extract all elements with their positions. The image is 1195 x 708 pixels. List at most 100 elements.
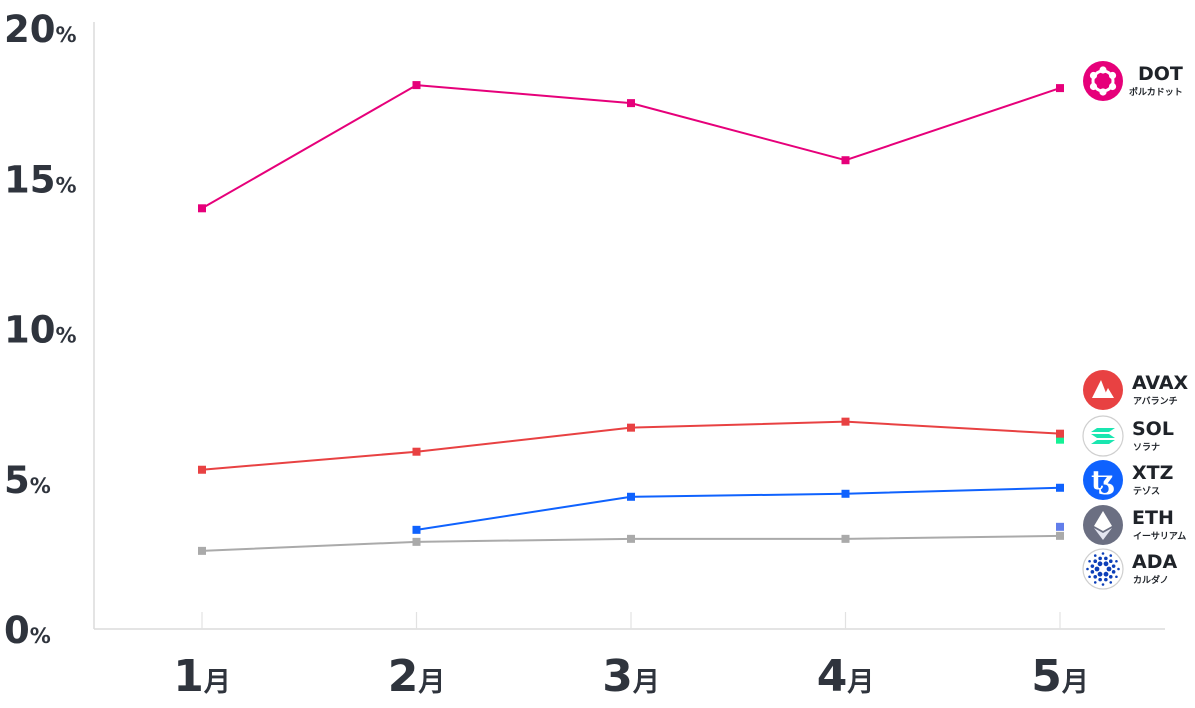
x-tick-unit: 月 (203, 667, 231, 698)
cardano-icon-dot (1097, 561, 1103, 567)
data-point-sol (1056, 435, 1064, 444)
x-tick-number: 2 (388, 651, 419, 702)
cardano-icon (1082, 548, 1124, 590)
polkadot-icon-dot (1089, 82, 1098, 91)
data-point-xtz (841, 489, 850, 498)
cardano-icon-dot (1104, 577, 1108, 582)
polkadot-icon (1083, 61, 1123, 101)
series-lines (201, 84, 1061, 552)
cardano-icon-dot (1108, 574, 1113, 579)
x-tick-number: 3 (602, 651, 633, 702)
legend-item-eth: ETH イーサリアム (1083, 505, 1186, 545)
ethereum-icon-top (1094, 511, 1112, 531)
cardano-icon-dot (1094, 566, 1100, 572)
y-tick-unit: % (56, 324, 77, 348)
data-point-ada (198, 546, 206, 555)
solana-icon-bar (1091, 428, 1115, 432)
x-tick-marks (201, 612, 1061, 629)
polkadot-icon-dot (1089, 71, 1098, 80)
data-point-dot (841, 156, 850, 165)
solana-icon-bar (1091, 434, 1115, 438)
y-tick-unit: % (56, 173, 77, 197)
cardano-icon-dot (1104, 556, 1108, 561)
series-markers (198, 81, 1064, 555)
tezos-icon-glyph: ꜩ (1091, 466, 1115, 496)
y-tick-number: 20 (4, 8, 56, 51)
cardano-icon-dot (1103, 561, 1109, 567)
legend-kana: カルダノ (1133, 574, 1169, 586)
x-tick-label: 3月 (602, 651, 660, 702)
cardano-icon-dot (1101, 552, 1105, 555)
legend-kana: ポルカドット (1129, 86, 1183, 98)
data-point-xtz (627, 492, 635, 501)
x-tick-unit: 月 (632, 667, 660, 698)
cardano-icon-dot (1108, 559, 1113, 564)
x-tick-labels: 1月 2月 3月 4月 5月 (173, 651, 1089, 702)
legend-kana: テゾス (1133, 485, 1160, 497)
data-point-avax (1056, 429, 1064, 438)
cardano-icon-dot (1115, 575, 1118, 579)
data-point-dot (412, 81, 421, 90)
cardano-icon-dot (1109, 581, 1113, 584)
cardano-icon-dot (1103, 571, 1109, 577)
cardano-icon-dot (1090, 570, 1095, 574)
cardano-icon-dot (1109, 554, 1113, 557)
cardano-icon-dot (1093, 581, 1097, 584)
tezos-icon (1083, 460, 1123, 500)
x-tick-label: 4月 (817, 651, 875, 702)
avalanche-icon-peak-small (1103, 388, 1114, 398)
ethereum-icon-bottom (1094, 528, 1112, 540)
polkadot-icon-dot (1108, 71, 1117, 80)
x-tick-number: 1 (173, 651, 204, 702)
data-point-ada (1056, 531, 1064, 540)
legend-item-sol: SOL ソラナ (1082, 415, 1174, 457)
data-point-avax (412, 447, 421, 456)
data-point-avax (627, 423, 635, 432)
data-point-dot (627, 99, 635, 108)
x-tick-label: 5月 (1031, 651, 1089, 702)
y-tick-unit: % (30, 624, 51, 648)
y-tick-labels: 0%5%10%15%20% (4, 8, 77, 652)
data-point-xtz (1056, 483, 1064, 492)
y-tick-unit: % (30, 474, 51, 498)
x-tick-label: 1月 (173, 651, 231, 702)
polkadot-icon-dot (1099, 66, 1107, 74)
legend-code: AVAX (1132, 372, 1189, 394)
data-point-eth (1056, 522, 1064, 531)
y-tick-unit: % (56, 23, 77, 47)
polkadot-icon-dot (1099, 88, 1107, 96)
data-point-avax (198, 465, 206, 474)
x-tick-unit: 月 (417, 667, 445, 698)
legend-kana: イーサリアム (1133, 531, 1186, 542)
cardano-icon-dot (1098, 556, 1102, 561)
data-point-ada (627, 534, 635, 543)
y-tick-number: 10 (4, 309, 56, 352)
cardano-icon-dot (1101, 583, 1105, 586)
cardano-icon-dot (1088, 559, 1091, 563)
x-tick-unit: 月 (846, 667, 874, 698)
axes (93, 22, 1165, 630)
cardano-icon-dot (1090, 564, 1095, 568)
legend-code: DOT (1138, 63, 1183, 85)
y-tick-label: 10% (4, 309, 77, 352)
legend-code: ADA (1132, 551, 1177, 573)
cardano-icon-dot (1086, 567, 1089, 571)
data-point-avax (841, 417, 850, 426)
series-line-xtz (416, 486, 1061, 531)
x-tick-label: 2月 (388, 651, 446, 702)
y-tick-label: 0% (4, 609, 51, 652)
data-point-dot (1056, 84, 1064, 93)
cardano-icon-dot (1115, 559, 1118, 563)
y-tick-label: 20% (4, 8, 77, 51)
cardano-icon-dot (1098, 577, 1102, 582)
cardano-icon-dot (1088, 575, 1091, 579)
cardano-icon-dot (1093, 559, 1098, 564)
legend-kana: アバランチ (1133, 396, 1178, 407)
legend-code: SOL (1132, 418, 1174, 440)
avalanche-icon-peak (1092, 380, 1108, 398)
